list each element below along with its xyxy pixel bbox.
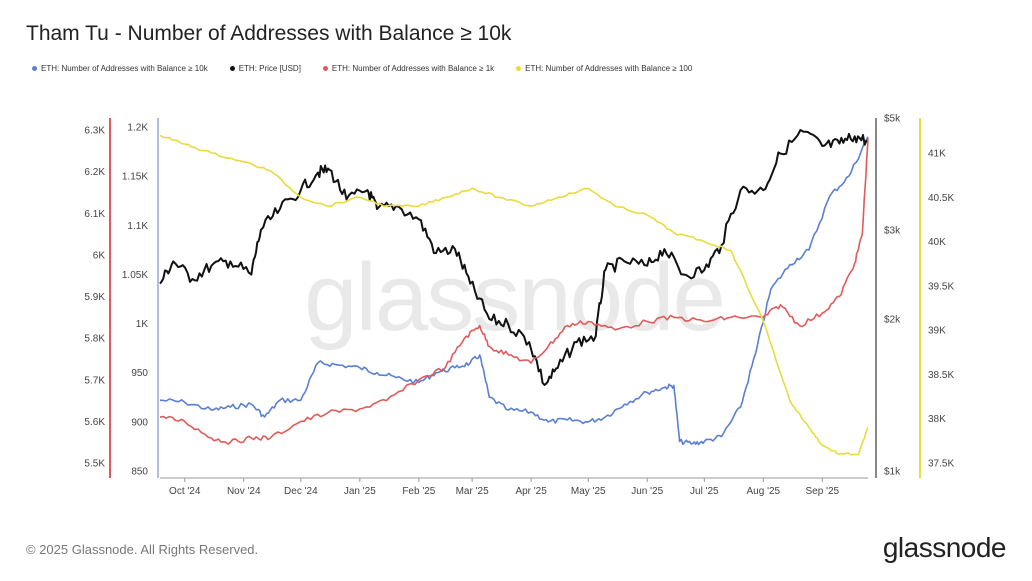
y-tick-label: 39.5K — [928, 281, 954, 292]
brand-logo[interactable]: glassnode — [882, 532, 1007, 563]
legend-item[interactable]: ETH: Number of Addresses with Balance ≥ … — [516, 64, 692, 73]
y-tick-label: 38.5K — [928, 370, 954, 381]
y-tick-label: 850 — [131, 467, 148, 478]
legend-item[interactable]: ETH: Number of Addresses with Balance ≥ … — [32, 64, 208, 73]
y-tick-label: 950 — [131, 368, 148, 379]
x-tick-label: Dec '24 — [284, 486, 318, 497]
x-tick-label: Nov '24 — [227, 486, 261, 497]
x-tick-label: Feb '25 — [402, 486, 435, 497]
legend-item[interactable]: ETH: Number of Addresses with Balance ≥ … — [322, 64, 495, 73]
y-tick-label: 39K — [928, 326, 946, 337]
x-tick-label: May '25 — [571, 486, 606, 497]
x-tick-label: Jul '25 — [690, 486, 719, 497]
x-tick-label: Sep '25 — [806, 486, 840, 497]
y-tick-label: 40K — [928, 237, 946, 248]
y-tick-label: 40.5K — [928, 193, 954, 204]
chart-legend: ETH: Number of Addresses with Balance ≥ … — [32, 64, 714, 73]
y-tick-label: 1.15K — [122, 172, 148, 183]
y-tick-label: 5.7K — [84, 375, 105, 386]
series-line — [159, 138, 869, 445]
series-line — [159, 129, 869, 386]
legend-label: ETH: Number of Addresses with Balance ≥ … — [41, 64, 208, 73]
y-tick-label: 900 — [131, 417, 148, 428]
legend-swatch — [229, 66, 235, 71]
chart-title: Tham Tu - Number of Addresses with Balan… — [26, 22, 512, 45]
y-tick-label: 1.1K — [127, 221, 148, 232]
watermark-text: glassnode — [304, 244, 724, 351]
x-tick-label: Mar '25 — [456, 486, 489, 497]
legend-swatch — [516, 66, 522, 71]
y-tick-label: $5k — [884, 114, 901, 125]
legend-swatch — [32, 66, 37, 71]
x-tick-label: Apr '25 — [515, 486, 547, 497]
y-tick-label: 1.05K — [122, 270, 148, 281]
y-tick-label: 1.2K — [127, 123, 148, 134]
y-tick-label: 6.3K — [84, 126, 105, 137]
y-tick-label: 1K — [136, 319, 149, 330]
x-tick-label: Jan '25 — [344, 486, 376, 497]
y-tick-label: $1k — [884, 467, 901, 478]
legend-label: ETH: Price [USD] — [238, 64, 301, 73]
legend-label: ETH: Number of Addresses with Balance ≥ … — [525, 64, 693, 73]
y-tick-label: 5.6K — [84, 417, 105, 428]
x-tick-label: Jun '25 — [631, 486, 663, 497]
y-tick-label: 5.8K — [84, 334, 105, 345]
legend-label: ETH: Number of Addresses with Balance ≥ … — [331, 64, 495, 73]
y-tick-label: 6.2K — [84, 167, 105, 178]
legend-item[interactable]: ETH: Price [USD] — [229, 64, 301, 73]
copyright-footer: © 2025 Glassnode. All Rights Reserved. — [26, 542, 259, 557]
y-tick-label: 6K — [93, 250, 106, 261]
legend-swatch — [322, 66, 328, 71]
y-tick-label: $2k — [884, 314, 901, 325]
y-tick-label: 41K — [928, 149, 946, 160]
y-tick-label: 37.5K — [928, 459, 954, 470]
y-tick-label: 6.1K — [84, 209, 105, 220]
y-tick-label: $3k — [884, 226, 901, 237]
x-tick-label: Aug '25 — [747, 486, 781, 497]
y-tick-label: 5.9K — [84, 292, 105, 303]
series-line — [159, 136, 869, 446]
x-tick-label: Oct '24 — [169, 486, 201, 497]
series-line — [159, 134, 869, 456]
y-tick-label: 5.5K — [84, 459, 105, 470]
y-tick-label: 38K — [928, 414, 946, 425]
